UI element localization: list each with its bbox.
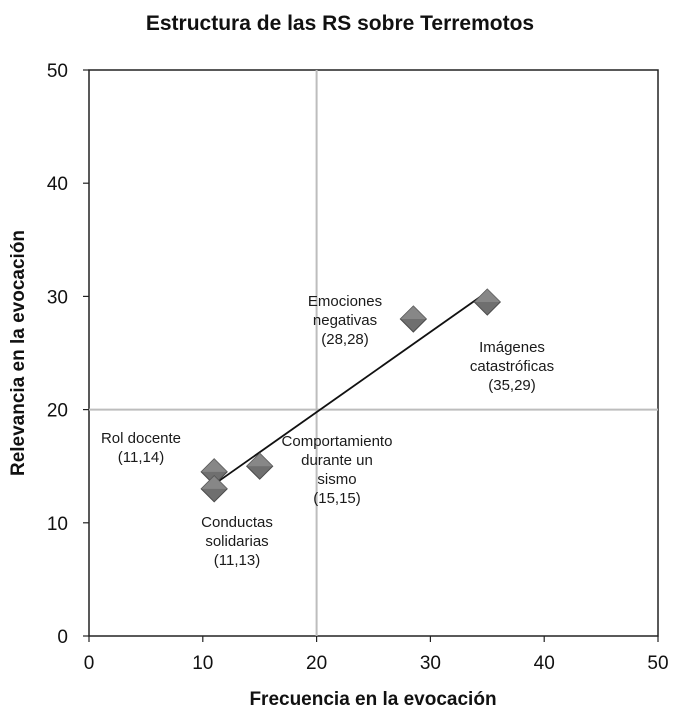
point-annotation: Comportamiento durante un sismo (15,15)	[282, 433, 393, 507]
y-tick-label: 30	[47, 287, 68, 308]
y-tick-label: 20	[47, 401, 68, 422]
x-tick-label: 20	[306, 653, 327, 674]
x-tick-label: 0	[84, 653, 95, 674]
trendline	[213, 291, 488, 486]
y-tick-label: 50	[47, 61, 68, 82]
data-point	[200, 475, 228, 503]
y-tick-label: 10	[47, 514, 68, 535]
point-annotation: Emociones negativas (28,28)	[308, 293, 382, 348]
data-point	[245, 452, 274, 480]
y-tick-label: 40	[47, 174, 68, 195]
point-annotation: Imágenes catastróficas (35,29)	[470, 339, 554, 394]
x-tick-label: 50	[647, 653, 668, 674]
x-tick-label: 40	[534, 653, 555, 674]
y-axis-title: Relevancia en la evocación	[8, 230, 29, 476]
x-tick-label: 10	[192, 653, 213, 674]
x-tick-label: 30	[420, 653, 441, 674]
data-point	[473, 288, 502, 316]
x-axis-title: Frecuencia en la evocación	[249, 689, 496, 710]
plot-area	[88, 69, 659, 637]
data-point	[200, 458, 228, 486]
data-point	[399, 305, 428, 333]
chart-title: Estructura de las RS sobre Terremotos	[146, 12, 534, 35]
point-annotation: Conductas solidarias (11,13)	[201, 514, 273, 569]
y-tick-label: 0	[57, 627, 68, 648]
point-annotation: Rol docente (11,14)	[101, 430, 181, 466]
